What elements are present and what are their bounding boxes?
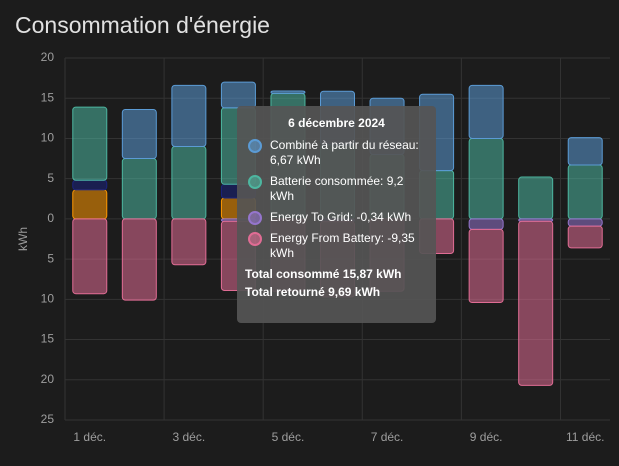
bar-segment — [72, 106, 108, 181]
y-tick-label: 5 — [47, 171, 54, 185]
tooltip-total: Total retourné 9,69 kWh — [245, 285, 381, 299]
x-tick-label: 3 déc. — [173, 430, 206, 444]
bar-segment — [270, 90, 306, 94]
tooltip-item: Energy From Battery: -9,35 kWh — [245, 231, 428, 261]
tooltip-swatch — [248, 175, 262, 189]
x-tick-label: 9 déc. — [470, 430, 503, 444]
tooltip-total: Total consommé 15,87 kWh — [245, 267, 402, 281]
bar-segment — [567, 164, 603, 220]
tooltip-text: Combiné à partir du réseau: 6,67 kWh — [270, 138, 419, 167]
bar-segment — [468, 228, 504, 304]
card-title: Consommation d'énergie — [15, 12, 270, 38]
y-tick-label: 25 — [41, 412, 55, 426]
bar-segment — [468, 218, 504, 230]
y-tick-label: 15 — [41, 90, 55, 104]
bar-segment — [121, 218, 157, 301]
y-tick-label: 20 — [41, 50, 55, 64]
bar-segment — [220, 81, 256, 109]
y-tick-label: 5 — [47, 251, 54, 265]
x-tick-label: 11 déc. — [566, 430, 604, 444]
bar-segment — [171, 84, 207, 147]
y-axis-label: kWh — [16, 227, 30, 251]
bar-segment — [171, 218, 207, 266]
x-tick-label: 5 déc. — [272, 430, 305, 444]
bar-segment — [567, 137, 603, 166]
bar-segment — [468, 84, 504, 139]
x-tick-label: 1 déc. — [73, 430, 106, 444]
y-tick-label: 0 — [47, 211, 54, 225]
tooltip-swatch — [248, 211, 262, 225]
bar-segment — [72, 218, 108, 295]
tooltip-text: Energy To Grid: -0,34 kWh — [270, 210, 412, 224]
bar-segment — [518, 176, 554, 220]
tooltip-title: 6 décembre 2024 — [288, 116, 385, 130]
bar-segment — [72, 179, 108, 191]
bar-segment — [72, 189, 108, 220]
y-tick-label: 15 — [41, 332, 55, 346]
y-tick-label: 10 — [41, 292, 55, 306]
tooltip-item: Batterie consommée: 9,2 kWh — [245, 174, 428, 204]
bar-segment — [567, 218, 603, 227]
y-tick-label: 10 — [41, 131, 55, 145]
tooltip: 6 décembre 2024 Combiné à partir du rése… — [237, 106, 436, 323]
tooltip-text: Energy From Battery: -9,35 kWh — [270, 231, 415, 260]
tooltip-item: Energy To Grid: -0,34 kWh — [245, 210, 428, 225]
x-tick-label: 7 déc. — [371, 430, 404, 444]
bar-segment — [121, 158, 157, 220]
tooltip-text: Batterie consommée: 9,2 kWh — [270, 174, 404, 203]
y-tick-label: 20 — [41, 372, 55, 386]
tooltip-swatch — [248, 139, 262, 153]
bar-segment — [468, 137, 504, 220]
tooltip-item: Combiné à partir du réseau: 6,67 kWh — [245, 138, 428, 168]
bar-segment — [121, 108, 157, 160]
tooltip-swatch — [248, 232, 262, 246]
bar-segment — [567, 225, 603, 249]
bar-segment — [171, 145, 207, 220]
bar-segment — [518, 220, 554, 386]
